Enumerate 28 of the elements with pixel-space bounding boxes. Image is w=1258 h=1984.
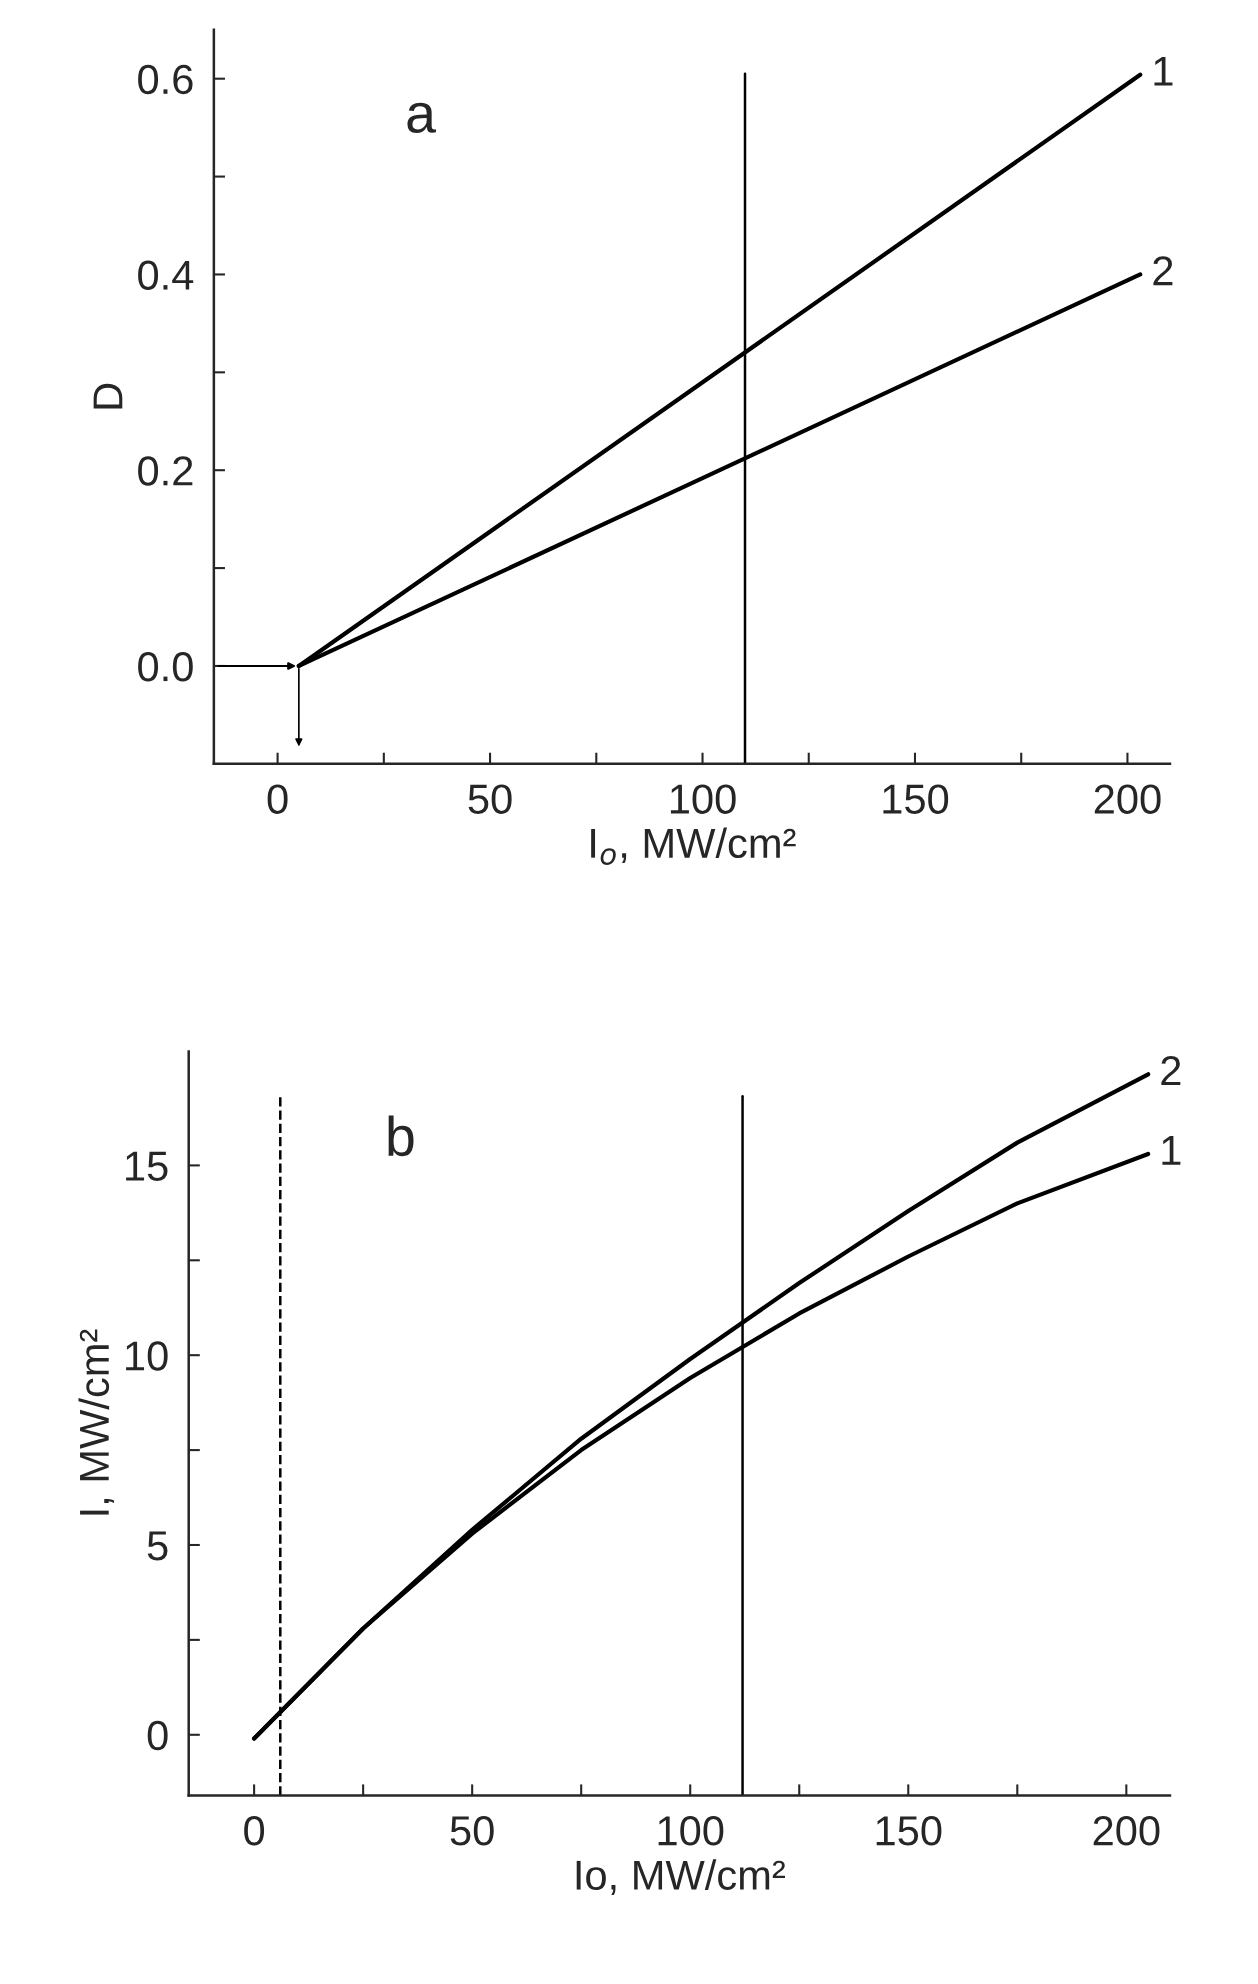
x-tick-label: 200: [1094, 784, 1161, 814]
series-label: 2: [1153, 256, 1173, 286]
y-tick-label: 0.2: [138, 456, 193, 486]
series-label: 1: [1154, 56, 1173, 86]
x-tick-label: 0: [244, 1816, 265, 1846]
y-tick-label: 0.4: [138, 260, 194, 290]
x-tick-label: 50: [468, 784, 512, 814]
x-axis-title: Io, MW/cm²: [576, 1859, 785, 1895]
x-tick-label: 150: [883, 784, 949, 814]
series-label: 2: [1161, 1055, 1181, 1086]
x-tick-label: 100: [658, 1816, 724, 1846]
x-tick-label: 50: [450, 1816, 494, 1846]
y-tick-label: 0: [147, 1720, 168, 1751]
x-tick-label: 150: [876, 1816, 942, 1846]
y-tick-label: 5: [147, 1531, 168, 1561]
text: a: [407, 102, 436, 134]
y-tick-label: 15: [126, 1151, 168, 1181]
x-tick-label: 100: [670, 784, 736, 814]
y-axis-title: I, MW/cm²: [78, 1329, 115, 1515]
y-tick-label: 0.6: [138, 64, 193, 95]
y-tick-label: 0.0: [138, 651, 193, 682]
y-tick-label: 10: [126, 1341, 168, 1371]
series-label: 1: [1162, 1136, 1181, 1165]
x-tick-label: 200: [1093, 1816, 1160, 1846]
x-axis-title: I$_{o}$, MW/cm²: [591, 827, 796, 865]
text: b: [388, 1115, 414, 1157]
y-axis-title: D: [93, 383, 123, 409]
x-tick-label: 0: [267, 784, 288, 814]
